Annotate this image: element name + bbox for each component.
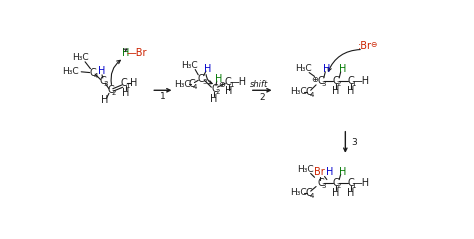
Text: H: H [332, 188, 340, 198]
Text: C: C [317, 178, 324, 188]
Text: H: H [347, 188, 355, 198]
Text: H: H [323, 65, 330, 75]
Text: H: H [98, 66, 105, 76]
Text: H: H [210, 94, 218, 104]
Text: 3: 3 [352, 138, 357, 147]
Text: 3: 3 [104, 81, 108, 87]
Text: H: H [338, 167, 346, 177]
Text: :Br: :Br [357, 41, 372, 51]
Text: H: H [338, 65, 346, 75]
Text: C: C [333, 178, 339, 188]
Text: 1: 1 [160, 92, 166, 101]
Text: Br: Br [314, 167, 325, 177]
Text: 2: 2 [215, 89, 220, 95]
Text: 2: 2 [259, 93, 265, 102]
Text: C: C [305, 188, 312, 198]
Text: C: C [100, 76, 106, 86]
Text: H₃C: H₃C [174, 80, 191, 89]
Text: 4: 4 [193, 84, 197, 90]
Text: —H: —H [352, 76, 369, 86]
Text: H: H [326, 167, 334, 177]
Text: C: C [211, 84, 218, 94]
Text: C: C [333, 76, 339, 86]
Text: H: H [347, 86, 355, 96]
Text: H₃C: H₃C [290, 188, 307, 197]
Text: 3: 3 [321, 183, 326, 189]
Text: H: H [332, 86, 340, 96]
Text: 1: 1 [125, 83, 130, 89]
Text: 1: 1 [229, 82, 234, 88]
Text: —H: —H [352, 178, 369, 188]
Text: —Br: —Br [127, 48, 147, 58]
Text: H: H [100, 95, 108, 105]
Text: H: H [122, 48, 129, 58]
Text: C: C [107, 85, 114, 95]
Text: —H: —H [230, 77, 247, 87]
Text: 1: 1 [352, 81, 356, 87]
Text: C: C [198, 74, 205, 84]
Text: C: C [225, 77, 232, 87]
Text: H₃C: H₃C [62, 67, 79, 76]
Text: 2: 2 [337, 81, 341, 87]
Text: C: C [121, 78, 128, 88]
Text: 1: 1 [352, 183, 356, 189]
Text: 2: 2 [337, 183, 341, 189]
Text: 2: 2 [111, 90, 116, 96]
Text: H₃C: H₃C [72, 54, 89, 62]
Text: C: C [189, 79, 195, 89]
Text: C: C [347, 178, 354, 188]
Text: 3: 3 [202, 79, 207, 85]
Text: H: H [122, 87, 129, 98]
Text: 3: 3 [321, 81, 326, 87]
Text: 4: 4 [94, 73, 98, 79]
Text: H₃C: H₃C [295, 64, 312, 73]
Text: ⊖: ⊖ [371, 40, 377, 49]
Text: C: C [317, 76, 324, 86]
Text: H: H [215, 74, 222, 84]
Text: H: H [130, 78, 137, 88]
Text: 4: 4 [309, 92, 314, 98]
Text: 4: 4 [309, 193, 314, 199]
Text: shift: shift [250, 80, 268, 89]
Text: C: C [305, 87, 312, 97]
Text: ⊕: ⊕ [218, 80, 225, 89]
Text: H₃C: H₃C [297, 165, 314, 174]
Text: H₃C: H₃C [290, 87, 307, 96]
Text: H: H [204, 64, 211, 74]
Text: ⊕: ⊕ [311, 75, 318, 84]
Text: H: H [225, 86, 233, 96]
Text: H₃C: H₃C [182, 61, 198, 70]
Text: C: C [90, 68, 96, 78]
Text: C: C [347, 76, 354, 86]
